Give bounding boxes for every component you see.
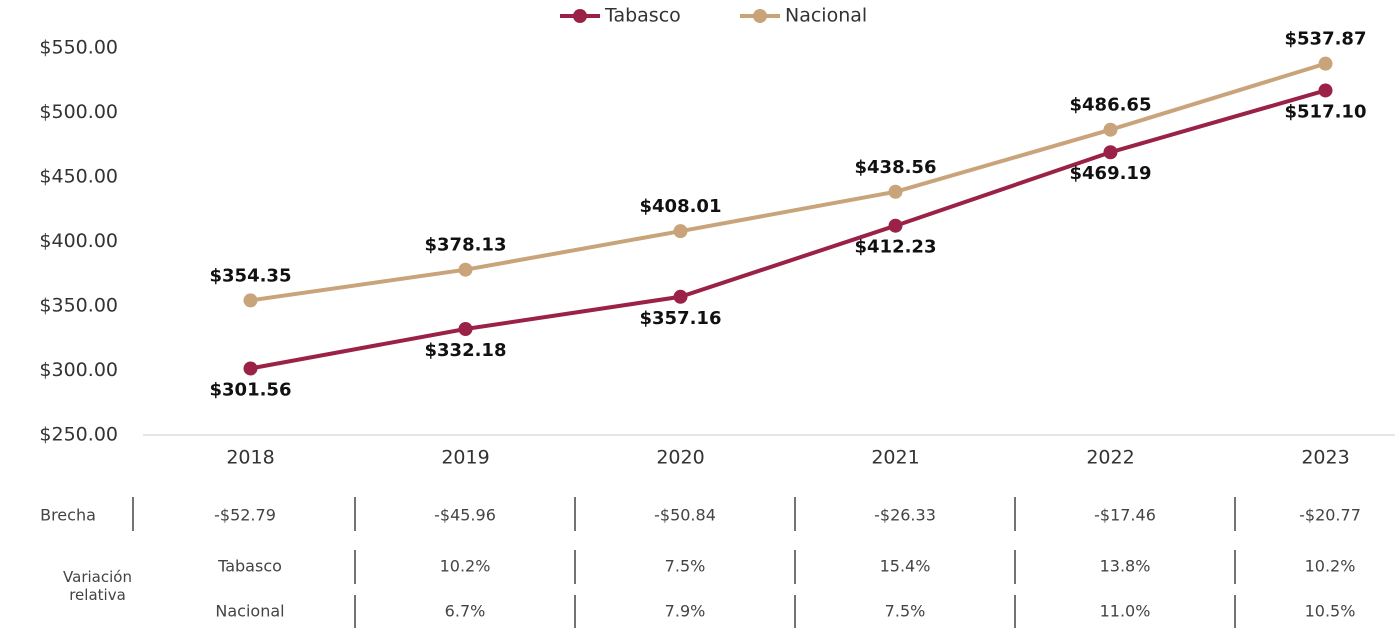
data-label: $517.10: [1285, 101, 1367, 122]
row-value: 7.5%: [885, 602, 926, 621]
y-tick-label: $300.00: [39, 359, 118, 381]
brecha-value: -$17.46: [1094, 506, 1156, 525]
legend-label: Tabasco: [604, 5, 681, 27]
data-label: $378.13: [425, 235, 507, 256]
point: [888, 184, 903, 199]
row-value: 10.5%: [1305, 602, 1356, 621]
data-label: $537.87: [1285, 29, 1367, 50]
x-tick-label: 2020: [656, 447, 704, 469]
data-label: $438.56: [855, 157, 937, 178]
row-value: 7.9%: [665, 602, 706, 621]
y-tick-label: $450.00: [39, 166, 118, 188]
row-value: 6.7%: [445, 602, 486, 621]
brecha-value: -$52.79: [214, 506, 276, 525]
point: [458, 321, 473, 336]
legend-label: Nacional: [785, 5, 867, 27]
brecha-value: -$26.33: [874, 506, 936, 525]
row-label: Nacional: [215, 602, 284, 621]
row-value: 15.4%: [880, 557, 931, 576]
data-label: $408.01: [640, 196, 722, 217]
point: [1318, 83, 1333, 98]
row-value: 7.5%: [665, 557, 706, 576]
brecha-value: -$20.77: [1299, 506, 1361, 525]
x-tick-label: 2022: [1086, 447, 1134, 469]
point: [1318, 56, 1333, 71]
y-tick-label: $350.00: [39, 295, 118, 317]
point: [458, 262, 473, 277]
brecha-value: -$45.96: [434, 506, 496, 525]
row-value: 10.2%: [1305, 557, 1356, 576]
row-value: 11.0%: [1100, 602, 1151, 621]
series-line: [250, 61, 1327, 303]
row-label: Tabasco: [217, 557, 282, 576]
series-line: [250, 88, 1327, 371]
x-tick-label: 2019: [441, 447, 489, 469]
point: [1103, 145, 1118, 160]
y-tick-label: $400.00: [39, 230, 118, 252]
point: [243, 293, 258, 308]
point: [673, 224, 688, 239]
x-tick-label: 2021: [871, 447, 919, 469]
legend-marker: [573, 9, 587, 23]
data-label: $301.56: [210, 379, 292, 400]
variacion-label: Variación relativa: [63, 568, 132, 604]
data-label: $486.65: [1070, 95, 1152, 116]
point: [1103, 122, 1118, 137]
x-tick-label: 2023: [1301, 447, 1349, 469]
row-value: 10.2%: [440, 557, 491, 576]
y-tick-label: $500.00: [39, 101, 118, 123]
point: [673, 289, 688, 304]
point: [243, 361, 258, 376]
y-tick-label: $550.00: [39, 37, 118, 59]
y-tick-label: $250.00: [39, 424, 118, 446]
data-label: $469.19: [1070, 163, 1152, 184]
x-tick-label: 2018: [226, 447, 274, 469]
data-label: $354.35: [210, 265, 292, 286]
data-label: $412.23: [855, 237, 937, 258]
data-label: $332.18: [425, 340, 507, 361]
point: [888, 218, 903, 233]
legend-marker: [753, 9, 767, 23]
data-label: $357.16: [640, 308, 722, 329]
brecha-label: Brecha: [40, 506, 96, 525]
row-value: 13.8%: [1100, 557, 1151, 576]
brecha-value: -$50.84: [654, 506, 716, 525]
